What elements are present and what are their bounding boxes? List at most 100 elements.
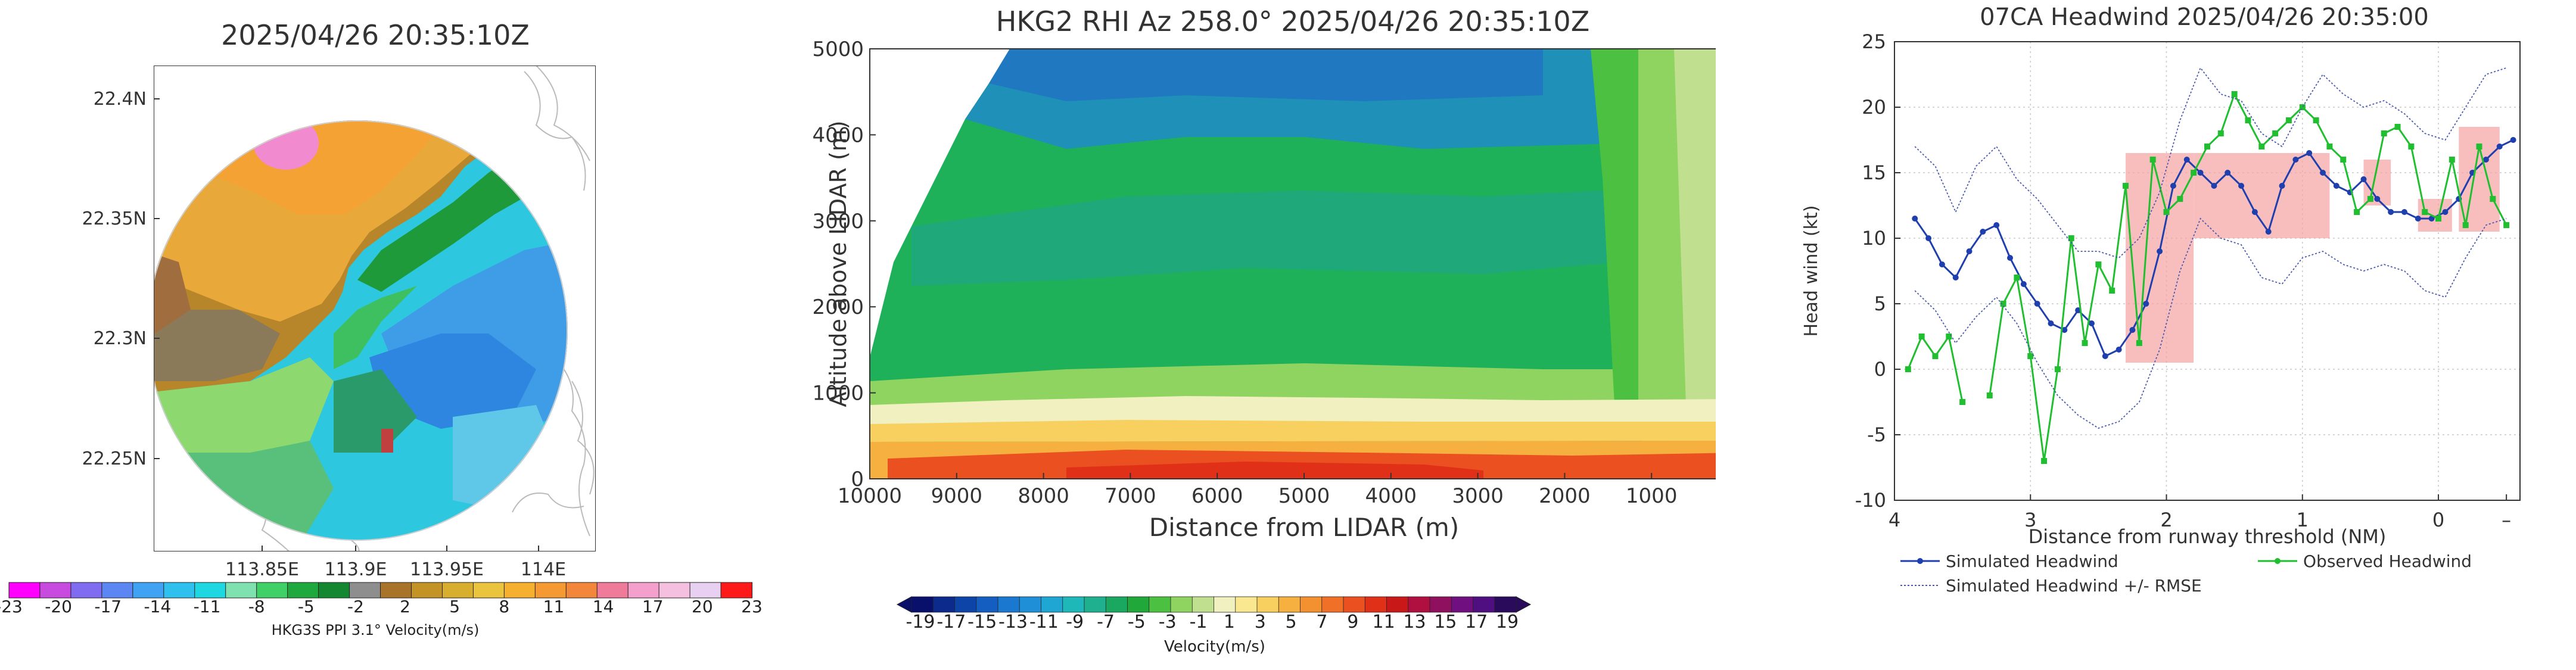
ppi-colorbar-label: -20: [45, 597, 72, 616]
rhi-colorbar-cell: [1494, 596, 1517, 613]
ppi-colorbar-cell: [70, 582, 102, 599]
ppi-colorbar: [8, 582, 752, 599]
ppi-colorbar-cell: [163, 582, 195, 599]
headwind-x-tick: –: [2502, 509, 2511, 531]
headwind-panel: 07CA Headwind 2025/04/26 20:35:00 -10 -5 0…: [1763, 0, 2576, 668]
simulated-point: [2183, 157, 2190, 163]
simulated-point: [2292, 157, 2299, 163]
headwind-regions: [2126, 127, 2500, 363]
observed-point: [2014, 275, 2020, 281]
headwind-y-axis: -10 -5 0 5 10 15 20 25: [1855, 30, 1900, 512]
observed-point: [2163, 209, 2170, 215]
simulated-point: [2415, 216, 2421, 222]
simulated-point: [2129, 327, 2136, 333]
rhi-colorbar: [896, 596, 1532, 613]
rhi-x-tick: 4000: [1365, 484, 1417, 508]
headwind-frame: [1894, 41, 2521, 501]
rhi-colorbar-label: 9: [1347, 612, 1358, 632]
headwind-chart: 07CA Headwind 2025/04/26 20:35:00 -10 -5 0…: [1801, 4, 2521, 596]
observed-point: [2449, 157, 2455, 163]
rhi-colorbar-cell: [1256, 596, 1280, 613]
rhi-colorbar-min-arrow: [896, 596, 912, 613]
rhi-colorbar-cell: [1321, 596, 1344, 613]
observed-point: [2082, 340, 2088, 346]
simulated-point: [2197, 170, 2204, 176]
observed-point: [2476, 144, 2482, 149]
observed-point: [2435, 216, 2442, 222]
ppi-colorbar-cell: [565, 582, 598, 599]
rhi-colorbar-label: 11: [1373, 612, 1395, 632]
rhi-colorbar-label: 5: [1286, 612, 1297, 632]
rhi-x-axis: 10000 9000 8000 7000 6000 5000 4000 3000 2000 100…: [838, 473, 1677, 508]
rhi-colorbar-cell: [1041, 596, 1063, 613]
ppi-colorbar-cell: [380, 582, 412, 599]
ppi-colorbar-cell: [349, 582, 381, 599]
highlight-region: [2194, 153, 2330, 238]
simulated-point: [2102, 353, 2108, 359]
simulated-point: [2007, 255, 2014, 261]
simulated-point: [2088, 320, 2095, 326]
rhi-y-label: Altitude above LIDAR (m): [825, 120, 851, 407]
rhi-colorbar-label: -5: [1128, 612, 1146, 632]
ppi-chart: 2025/04/26 20:35:10Z: [0, 19, 763, 638]
headwind-y-tick: 5: [1874, 292, 1886, 315]
ppi-y-axis: 22.4N 22.35N 22.3N 22.25N: [82, 89, 160, 469]
simulated-point: [2238, 183, 2245, 189]
observed-point: [2231, 91, 2238, 97]
rhi-colorbar-cell: [1149, 596, 1171, 613]
observed-point: [2068, 235, 2074, 241]
observed-point: [2490, 196, 2496, 202]
rhi-colorbar-cell: [1019, 596, 1042, 613]
simulated-point: [2020, 281, 2027, 287]
rhi-x-tick: 3000: [1452, 484, 1504, 508]
observed-point: [2258, 144, 2265, 149]
simulated-point: [2279, 183, 2285, 189]
ppi-colorbar-label: -5: [298, 597, 315, 616]
ppi-colorbar-cell: [410, 582, 443, 599]
rhi-colorbar-label: 3: [1255, 612, 1266, 632]
ppi-x-axis: 113.85E 113.9E 113.95E 114E: [225, 546, 566, 580]
simulated-point: [2225, 170, 2231, 176]
observed-point: [2204, 144, 2210, 149]
rhi-colorbar-max-arrow: [1516, 596, 1532, 613]
rhi-x-tick: 6000: [1191, 484, 1243, 508]
rhi-y-tick: 4000: [812, 123, 864, 147]
rhi-colorbar-cell: [1473, 596, 1495, 613]
legend-label: Observed Headwind: [2303, 551, 2472, 571]
observed-point: [2285, 117, 2292, 123]
simulated-point: [2251, 209, 2258, 215]
ppi-colorbar-cell: [596, 582, 629, 599]
ppi-colorbar-cell: [256, 582, 288, 599]
ppi-colorbar-cell: [534, 582, 567, 599]
simulated-point: [2428, 216, 2435, 222]
ppi-colorbar-cell: [101, 582, 133, 599]
observed-point: [2299, 104, 2306, 110]
rhi-colorbar-label: -15: [967, 612, 997, 632]
ppi-panel: 2025/04/26 20:35:10Z: [0, 0, 769, 668]
series-line: [1914, 67, 2507, 259]
rhi-colorbar-cell: [1364, 596, 1387, 613]
rhi-y-tick: 3000: [812, 210, 864, 233]
rhi-colorbar-label: 15: [1434, 612, 1457, 632]
rhi-x-tick: 2000: [1539, 484, 1591, 508]
observed-point: [2394, 124, 2401, 130]
observed-point: [2054, 366, 2061, 372]
rhi-colorbar-cell: [1408, 596, 1430, 613]
rhi-colorbar-label: -7: [1097, 612, 1115, 632]
observed-point: [2313, 117, 2319, 123]
headwind-x-tick: 4: [1889, 509, 1900, 531]
rhi-x-tick: 10000: [838, 484, 902, 508]
observed-point: [1918, 334, 1925, 339]
ppi-colorbar-cell: [503, 582, 536, 599]
ppi-colorbar-label: 11: [543, 597, 565, 616]
legend-item-rmse: Simulated Headwind +/- RMSE: [1900, 576, 2202, 596]
rhi-title: HKG2 RHI Az 258.0° 2025/04/26 20:35:10Z: [996, 5, 1589, 38]
rhi-colorbar-cell: [1429, 596, 1452, 613]
legend-item-observed: Observed Headwind: [2258, 551, 2472, 571]
series-line: [1914, 217, 2507, 429]
rhi-x-tick: 5000: [1278, 484, 1330, 508]
observed-point: [2191, 170, 2197, 176]
rhi-colorbar-cell: [1278, 596, 1301, 613]
headwind-legend: Simulated Headwind Observed Headwind Sim…: [1900, 551, 2472, 596]
ppi-colorbar-cell: [627, 582, 660, 599]
